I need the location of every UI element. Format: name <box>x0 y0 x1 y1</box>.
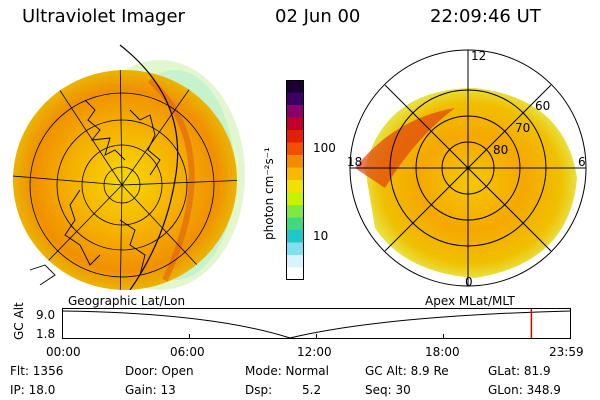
info-dsp-label: Dsp: <box>245 383 273 397</box>
auroral-oval-disk <box>13 70 237 290</box>
colorbar-tick-100: 100 <box>313 141 336 155</box>
observation-time: 22:09:46 UT <box>430 6 541 27</box>
colorbar-segment <box>286 267 304 281</box>
colorbar-unit-label: photon cm⁻²s⁻¹ <box>262 147 276 240</box>
colorbar-segment <box>286 230 304 243</box>
colorbar-tick-10: 10 <box>313 229 329 243</box>
geographic-auroral-image <box>13 44 245 290</box>
observation-date: 02 Jun 00 <box>275 6 361 27</box>
colorbar-segment <box>286 105 304 118</box>
orbit-altitude-plot <box>62 308 571 339</box>
colorbar-segment <box>286 242 304 256</box>
info-flight: Flt: 1356 <box>10 364 64 378</box>
terminator-line <box>119 44 179 290</box>
info-ip: IP: 18.0 <box>10 383 56 397</box>
orbit-ytick-top: 9.0 <box>36 308 56 322</box>
apex-auroral-image: 12 18 6 0 60 70 80 <box>347 49 587 289</box>
colorbar <box>286 80 304 281</box>
orbit-xtick-1200: 12:00 <box>297 345 332 359</box>
right-projection-label: Apex MLat/MLT <box>425 294 515 308</box>
mlat-label-60: 60 <box>535 99 550 113</box>
info-door: Door: Open <box>125 364 194 378</box>
mlt-label-6: 6 <box>578 155 586 169</box>
coastlines <box>29 99 161 286</box>
info-seq: Seq: 30 <box>365 383 411 397</box>
colorbar-segment <box>286 117 304 131</box>
orbit-xtick-2359: 23:59 <box>549 345 584 359</box>
info-dsp-value: 5.2 <box>302 383 322 397</box>
colorbar-segment <box>286 155 304 168</box>
instrument-title: Ultraviolet Imager <box>22 6 185 27</box>
colorbar-segment <box>286 130 304 143</box>
orbit-ylabel: GC Alt <box>12 302 26 340</box>
colorbar-segment <box>286 192 304 206</box>
colorbar-segment <box>286 180 304 193</box>
info-glon: GLon: 348.9 <box>488 383 561 397</box>
mlat-label-70: 70 <box>515 121 530 135</box>
mlt-label-12: 12 <box>471 49 486 63</box>
orbit-ytick-bottom: 1.8 <box>36 327 56 341</box>
colorbar-segment <box>286 80 304 93</box>
orbit-altitude-curve <box>62 310 571 339</box>
colorbar-segment <box>286 217 304 231</box>
colorbar-segment <box>286 167 304 181</box>
mlt-label-18: 18 <box>347 155 362 169</box>
colorbar-segment <box>286 255 304 268</box>
colorbar-segment <box>286 92 304 106</box>
mlat-label-80: 80 <box>493 143 508 157</box>
colorbar-segment <box>286 205 304 218</box>
left-projection-label: Geographic Lat/Lon <box>68 294 186 308</box>
info-gc-alt: GC Alt: 8.9 Re <box>365 364 449 378</box>
orbit-xtick-0600: 06:00 <box>170 345 205 359</box>
colorbar-frame <box>286 80 304 280</box>
orbit-xtick-0000: 00:00 <box>46 345 81 359</box>
info-mode: Mode: Normal <box>245 364 329 378</box>
info-glat: GLat: 81.9 <box>488 364 551 378</box>
mlat-grid <box>350 50 586 286</box>
mlt-label-0: 0 <box>465 275 473 289</box>
info-gain: Gain: 13 <box>125 383 176 397</box>
orbit-xtick-1800: 18:00 <box>425 345 460 359</box>
colorbar-segment <box>286 142 304 156</box>
